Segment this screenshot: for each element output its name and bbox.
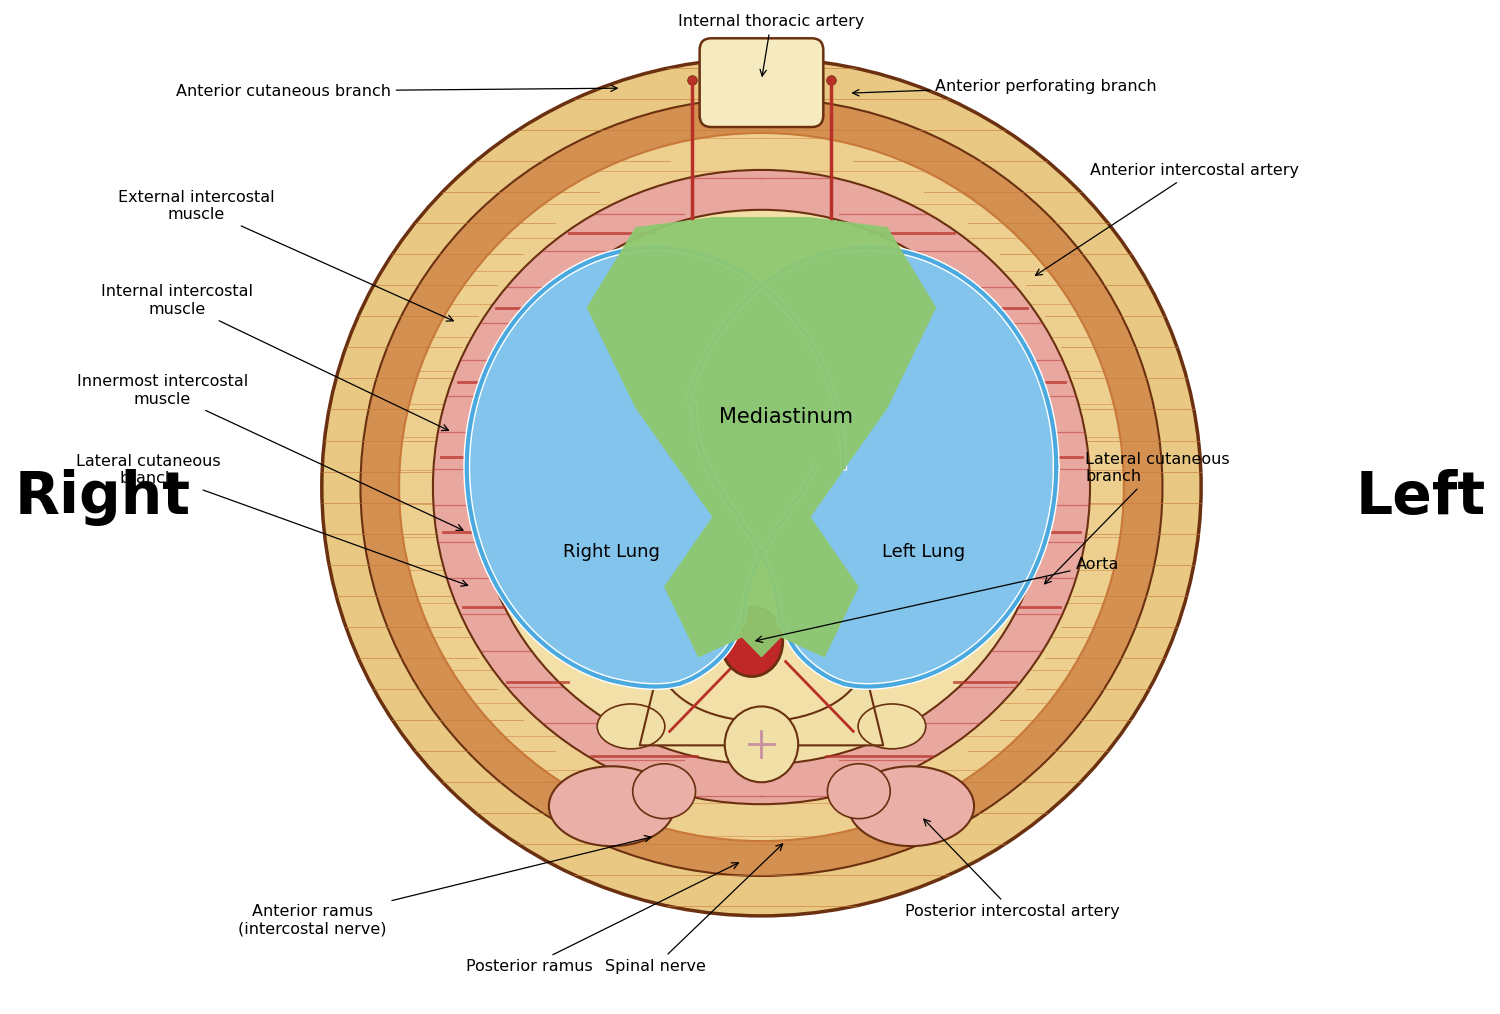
Ellipse shape [828, 764, 890, 818]
Polygon shape [688, 247, 1056, 686]
Ellipse shape [597, 704, 664, 748]
Text: Posterior intercostal artery: Posterior intercostal artery [906, 819, 1120, 919]
Text: Anterior perforating branch: Anterior perforating branch [852, 79, 1156, 96]
Text: Innermost intercostal
muscle: Innermost intercostal muscle [76, 374, 464, 530]
Text: Right Lung: Right Lung [564, 542, 660, 561]
Text: Spinal nerve: Spinal nerve [604, 844, 783, 973]
Ellipse shape [360, 98, 1162, 876]
Text: Internal thoracic artery: Internal thoracic artery [678, 14, 864, 76]
Ellipse shape [399, 133, 1124, 841]
Ellipse shape [722, 606, 783, 676]
Text: Posterior ramus: Posterior ramus [466, 863, 738, 973]
Text: Lateral cutaneous
branch: Lateral cutaneous branch [75, 454, 468, 586]
Ellipse shape [477, 210, 1047, 765]
Ellipse shape [724, 707, 798, 782]
Ellipse shape [433, 170, 1090, 804]
Text: Anterior intercostal artery: Anterior intercostal artery [1035, 163, 1299, 276]
Text: Left: Left [1356, 468, 1485, 525]
Polygon shape [639, 661, 884, 745]
Text: Right: Right [15, 468, 190, 525]
Ellipse shape [858, 704, 926, 748]
Polygon shape [588, 218, 936, 657]
Text: Lateral cutaneous
branch: Lateral cutaneous branch [1044, 452, 1230, 584]
Ellipse shape [849, 767, 974, 846]
Text: Internal intercostal
muscle: Internal intercostal muscle [100, 284, 448, 431]
Text: Aorta: Aorta [756, 558, 1119, 643]
Polygon shape [466, 247, 843, 686]
Ellipse shape [633, 764, 696, 818]
Ellipse shape [322, 58, 1202, 916]
Ellipse shape [549, 767, 675, 846]
Text: Anterior cutaneous branch: Anterior cutaneous branch [176, 83, 616, 98]
Text: Left Lung: Left Lung [882, 542, 966, 561]
Text: External intercostal
muscle: External intercostal muscle [118, 190, 453, 321]
Text: Mediastinum: Mediastinum [718, 408, 852, 427]
FancyBboxPatch shape [699, 39, 824, 127]
Text: Anterior ramus
(intercostal nerve): Anterior ramus (intercostal nerve) [238, 836, 651, 936]
